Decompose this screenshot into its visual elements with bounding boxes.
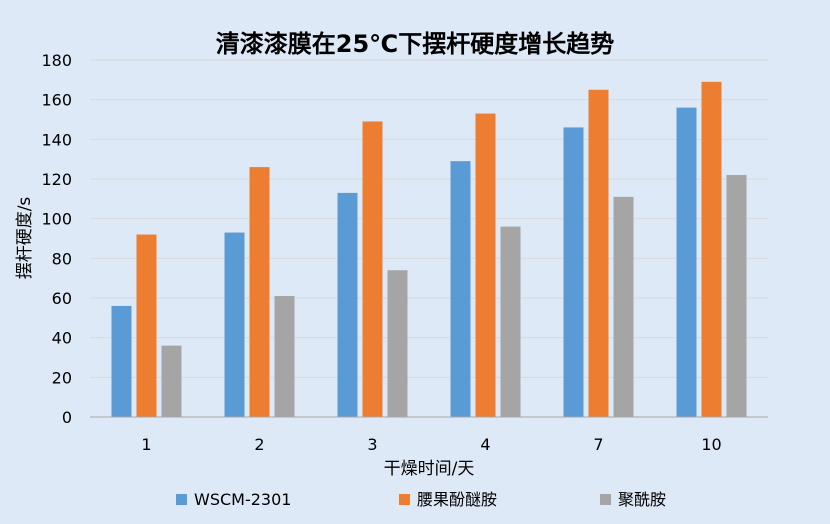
x-tick-label: 7 — [593, 435, 603, 454]
y-tick-label: 120 — [41, 170, 72, 189]
x-axis-label: 干燥时间/天 — [384, 459, 475, 479]
bar — [224, 232, 245, 417]
bar — [136, 234, 157, 417]
bar — [161, 345, 182, 417]
legend-label: WSCM-2301 — [194, 490, 291, 509]
legend-swatch — [399, 494, 410, 505]
legend-swatch — [600, 494, 611, 505]
y-tick-label: 80 — [52, 249, 72, 268]
x-tick-label: 2 — [254, 435, 264, 454]
bar — [475, 113, 496, 418]
y-tick-label: 100 — [41, 210, 72, 229]
bar — [701, 81, 722, 418]
y-tick-label: 20 — [52, 368, 72, 387]
bar — [613, 196, 634, 417]
x-tick-label: 10 — [701, 435, 721, 454]
bar — [362, 121, 383, 417]
bar — [563, 127, 584, 417]
bar — [249, 167, 270, 417]
bar — [726, 175, 747, 417]
y-tick-label: 140 — [41, 130, 72, 149]
legend-swatch — [176, 494, 187, 505]
x-tick-label: 1 — [141, 435, 151, 454]
bars — [111, 81, 747, 418]
legend: WSCM-2301 腰果酚醚胺 聚酰胺 — [176, 490, 666, 509]
y-axis-label: 摆杆硬度/s — [15, 197, 35, 280]
x-tick-label: 4 — [480, 435, 490, 454]
bar — [111, 305, 132, 417]
y-tick-labels: 0 20 40 60 80 100 120 140 160 180 — [41, 51, 72, 427]
bar — [337, 192, 358, 417]
y-tick-label: 0 — [62, 408, 72, 427]
y-tick-label: 60 — [52, 289, 72, 308]
y-tick-label: 160 — [41, 91, 72, 110]
x-tick-label: 3 — [367, 435, 377, 454]
bar — [387, 270, 408, 417]
y-tick-label: 180 — [41, 51, 72, 70]
bar — [588, 89, 609, 417]
chart-title: 清漆漆膜在25℃下摆杆硬度增长趋势 — [216, 30, 614, 58]
bar — [450, 161, 471, 417]
bar — [274, 296, 295, 417]
y-tick-label: 40 — [52, 329, 72, 348]
legend-label: 腰果酚醚胺 — [417, 490, 497, 509]
bar — [676, 107, 697, 417]
gridlines — [90, 59, 768, 378]
x-tick-labels: 1 2 3 4 7 10 — [141, 435, 721, 454]
legend-label: 聚酰胺 — [618, 490, 666, 509]
bar — [500, 226, 521, 417]
